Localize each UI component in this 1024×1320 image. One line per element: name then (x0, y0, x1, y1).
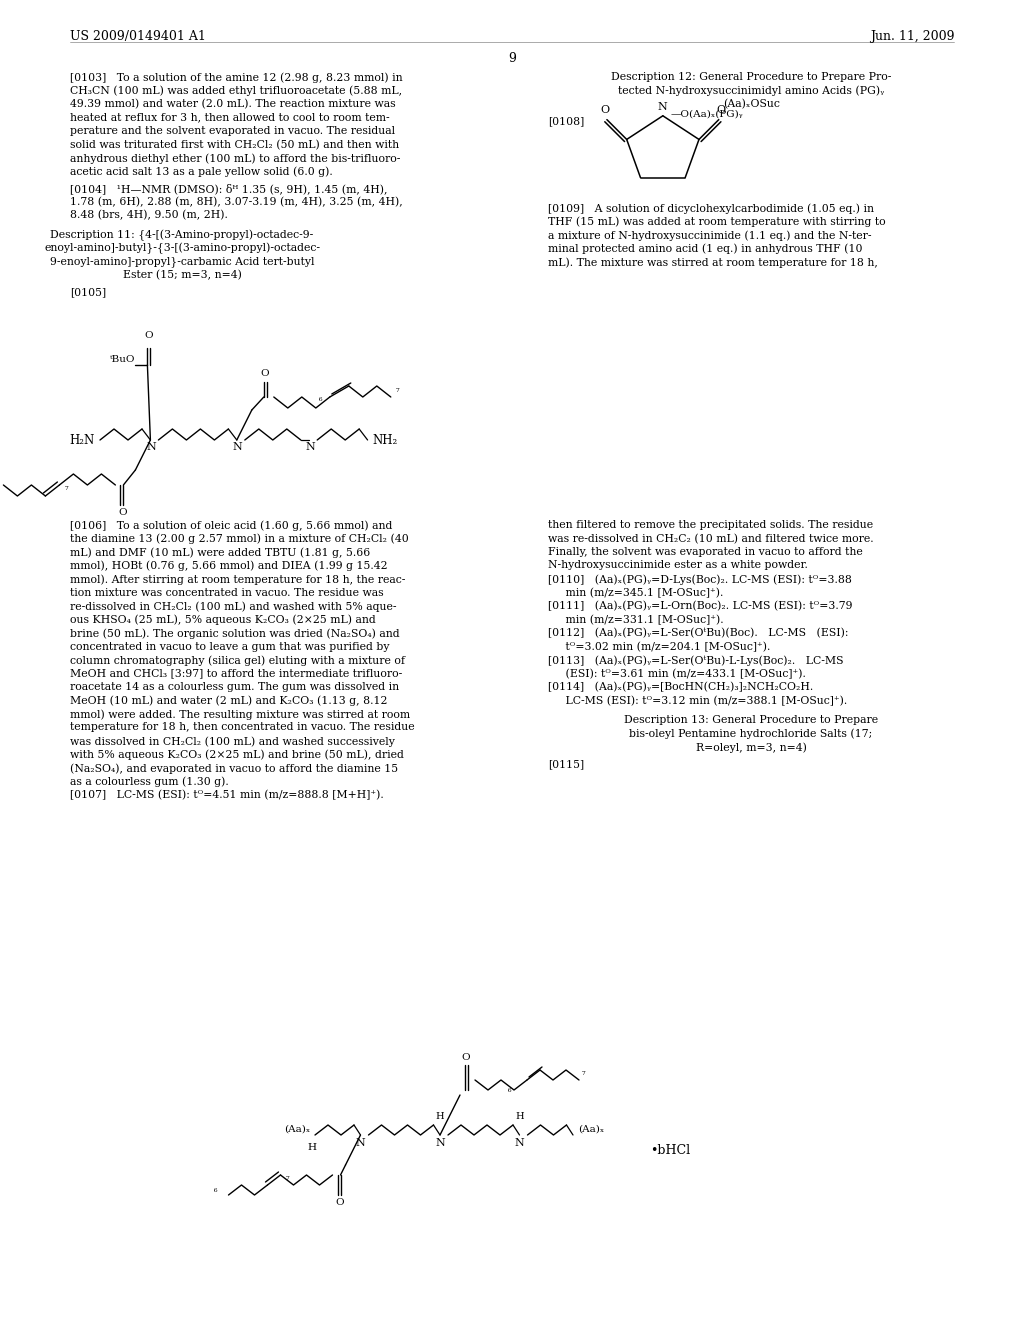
Text: 9: 9 (508, 51, 516, 65)
Text: 1.78 (m, 6H), 2.88 (m, 8H), 3.07-3.19 (m, 4H), 3.25 (m, 4H),: 1.78 (m, 6H), 2.88 (m, 8H), 3.07-3.19 (m… (70, 197, 402, 207)
Text: concentrated in vacuo to leave a gum that was purified by: concentrated in vacuo to leave a gum tha… (70, 642, 389, 652)
Text: min (m/z=331.1 [M-OSuc]⁺).: min (m/z=331.1 [M-OSuc]⁺). (548, 615, 724, 624)
Text: O: O (335, 1199, 344, 1206)
Text: solid was triturated first with CH₂Cl₂ (50 mL) and then with: solid was triturated first with CH₂Cl₂ (… (70, 140, 398, 149)
Text: [0104]   ¹H—NMR (DMSO): δᴴ 1.35 (s, 9H), 1.45 (m, 4H),: [0104] ¹H—NMR (DMSO): δᴴ 1.35 (s, 9H), 1… (70, 183, 387, 194)
Text: N: N (435, 1138, 444, 1148)
Text: —O(Aa)ₓ(PG)ᵧ: —O(Aa)ₓ(PG)ᵧ (671, 110, 743, 119)
Text: ₇: ₇ (396, 385, 399, 393)
Text: N: N (146, 442, 157, 451)
Text: tion mixture was concentrated in vacuo. The residue was: tion mixture was concentrated in vacuo. … (70, 587, 383, 598)
Text: mL) and DMF (10 mL) were added TBTU (1.81 g, 5.66: mL) and DMF (10 mL) were added TBTU (1.8… (70, 546, 370, 557)
Text: roacetate 14 as a colourless gum. The gum was dissolved in: roacetate 14 as a colourless gum. The gu… (70, 682, 398, 692)
Text: O: O (260, 370, 269, 378)
Text: [0105]: [0105] (70, 288, 105, 297)
Text: 9-enoyl-amino]-propyl}-carbamic Acid tert-butyl: 9-enoyl-amino]-propyl}-carbamic Acid ter… (50, 256, 314, 267)
Text: ₆: ₆ (213, 1185, 217, 1195)
Text: a mixture of N-hydroxysuccinimide (1.1 eq.) and the N-ter-: a mixture of N-hydroxysuccinimide (1.1 e… (548, 230, 871, 240)
Text: Description 11: {4-[(3-Amino-propyl)-octadec-9-: Description 11: {4-[(3-Amino-propyl)-oct… (50, 230, 313, 240)
Text: acetic acid salt 13 as a pale yellow solid (6.0 g).: acetic acid salt 13 as a pale yellow sol… (70, 166, 333, 177)
Text: [0107]   LC-MS (ESI): tᴼ=4.51 min (m/z=888.8 [M+H]⁺).: [0107] LC-MS (ESI): tᴼ=4.51 min (m/z=888… (70, 789, 383, 800)
Text: MeOH (10 mL) and water (2 mL) and K₂CO₃ (1.13 g, 8.12: MeOH (10 mL) and water (2 mL) and K₂CO₃ … (70, 696, 387, 706)
Text: O: O (118, 508, 127, 517)
Text: was dissolved in CH₂Cl₂ (100 mL) and washed successively: was dissolved in CH₂Cl₂ (100 mL) and was… (70, 737, 394, 747)
Text: THF (15 mL) was added at room temperature with stirring to: THF (15 mL) was added at room temperatur… (548, 216, 886, 227)
Text: then filtered to remove the precipitated solids. The residue: then filtered to remove the precipitated… (548, 520, 873, 531)
Text: [0109]   A solution of dicyclohexylcarbodimide (1.05 eq.) in: [0109] A solution of dicyclohexylcarbodi… (548, 203, 873, 214)
Text: Ester (15; m=3, n=4): Ester (15; m=3, n=4) (123, 271, 242, 280)
Text: CH₃CN (100 mL) was added ethyl trifluoroacetate (5.88 mL,: CH₃CN (100 mL) was added ethyl trifluoro… (70, 86, 401, 96)
Text: min (m/z=345.1 [M-OSuc]⁺).: min (m/z=345.1 [M-OSuc]⁺). (548, 587, 723, 598)
Text: O: O (462, 1053, 470, 1063)
Text: H: H (307, 1143, 316, 1152)
Text: [0113]   (Aa)ₓ(PG)ᵧ=L-Ser(OᵗBu)-L-Lys(Boc)₂.   LC-MS: [0113] (Aa)ₓ(PG)ᵧ=L-Ser(OᵗBu)-L-Lys(Boc)… (548, 655, 844, 665)
Text: [0112]   (Aa)ₓ(PG)ᵧ=L-Ser(OᵗBu)(Boc).   LC-MS   (ESI):: [0112] (Aa)ₓ(PG)ᵧ=L-Ser(OᵗBu)(Boc). LC-M… (548, 628, 848, 639)
Text: [0115]: [0115] (548, 759, 584, 770)
Text: (Aa)ₓ: (Aa)ₓ (578, 1125, 604, 1134)
Text: ᵗBuO: ᵗBuO (110, 355, 135, 364)
Text: H: H (435, 1111, 444, 1121)
Text: N: N (305, 442, 315, 451)
Text: [0110]   (Aa)ₓ(PG)ᵧ=D-Lys(Boc)₂. LC-MS (ESI): tᴼ=3.88: [0110] (Aa)ₓ(PG)ᵧ=D-Lys(Boc)₂. LC-MS (ES… (548, 574, 852, 585)
Text: ₇: ₇ (65, 483, 68, 492)
Text: [0106]   To a solution of oleic acid (1.60 g, 5.66 mmol) and: [0106] To a solution of oleic acid (1.60… (70, 520, 392, 531)
Text: Description 12: General Procedure to Prepare Pro-: Description 12: General Procedure to Pre… (611, 73, 891, 82)
Text: Finally, the solvent was evaporated in vacuo to afford the: Finally, the solvent was evaporated in v… (548, 546, 862, 557)
Text: 8.48 (brs, 4H), 9.50 (m, 2H).: 8.48 (brs, 4H), 9.50 (m, 2H). (70, 210, 227, 220)
Text: (Aa)ₓ: (Aa)ₓ (284, 1125, 310, 1134)
Text: N: N (355, 1138, 366, 1148)
Text: H₂N: H₂N (70, 433, 95, 446)
Text: re-dissolved in CH₂Cl₂ (100 mL) and washed with 5% aque-: re-dissolved in CH₂Cl₂ (100 mL) and wash… (70, 601, 396, 611)
Text: R=oleyl, m=3, n=4): R=oleyl, m=3, n=4) (695, 742, 807, 752)
Text: with 5% aqueous K₂CO₃ (2×25 mL) and brine (50 mL), dried: with 5% aqueous K₂CO₃ (2×25 mL) and brin… (70, 750, 403, 760)
Text: heated at reflux for 3 h, then allowed to cool to room tem-: heated at reflux for 3 h, then allowed t… (70, 112, 389, 123)
Text: [0111]   (Aa)ₓ(PG)ᵧ=L-Orn(Boc)₂. LC-MS (ESI): tᴼ=3.79: [0111] (Aa)ₓ(PG)ᵧ=L-Orn(Boc)₂. LC-MS (ES… (548, 601, 852, 611)
Text: (Aa)ₓOSuc: (Aa)ₓOSuc (723, 99, 779, 110)
Text: (Na₂SO₄), and evaporated in vacuo to afford the diamine 15: (Na₂SO₄), and evaporated in vacuo to aff… (70, 763, 397, 774)
Text: mL). The mixture was stirred at room temperature for 18 h,: mL). The mixture was stirred at room tem… (548, 257, 878, 268)
Text: as a colourless gum (1.30 g).: as a colourless gum (1.30 g). (70, 776, 228, 787)
Text: Jun. 11, 2009: Jun. 11, 2009 (869, 30, 954, 44)
Text: the diamine 13 (2.00 g 2.57 mmol) in a mixture of CH₂Cl₂ (40: the diamine 13 (2.00 g 2.57 mmol) in a m… (70, 533, 409, 544)
Text: mmol), HOBt (0.76 g, 5.66 mmol) and DIEA (1.99 g 15.42: mmol), HOBt (0.76 g, 5.66 mmol) and DIEA… (70, 561, 387, 572)
Text: ₆: ₆ (508, 1085, 511, 1094)
Text: temperature for 18 h, then concentrated in vacuo. The residue: temperature for 18 h, then concentrated … (70, 722, 415, 733)
Text: [0108]: [0108] (548, 116, 584, 127)
Text: LC-MS (ESI): tᴼ=3.12 min (m/z=388.1 [M-OSuc]⁺).: LC-MS (ESI): tᴼ=3.12 min (m/z=388.1 [M-O… (548, 696, 847, 706)
Text: 49.39 mmol) and water (2.0 mL). The reaction mixture was: 49.39 mmol) and water (2.0 mL). The reac… (70, 99, 395, 110)
Text: tᴼ=3.02 min (m/z=204.1 [M-OSuc]⁺).: tᴼ=3.02 min (m/z=204.1 [M-OSuc]⁺). (548, 642, 770, 652)
Text: enoyl-amino]-butyl}-{3-[(3-amino-propyl)-octadec-: enoyl-amino]-butyl}-{3-[(3-amino-propyl)… (44, 243, 321, 255)
Text: ous KHSO₄ (25 mL), 5% aqueous K₂CO₃ (2×25 mL) and: ous KHSO₄ (25 mL), 5% aqueous K₂CO₃ (2×2… (70, 615, 376, 626)
Text: US 2009/0149401 A1: US 2009/0149401 A1 (70, 30, 206, 44)
Text: anhydrous diethyl ether (100 mL) to afford the bis-trifluoro-: anhydrous diethyl ether (100 mL) to affo… (70, 153, 400, 164)
Text: (ESI): tᴼ=3.61 min (m/z=433.1 [M-OSuc]⁺).: (ESI): tᴼ=3.61 min (m/z=433.1 [M-OSuc]⁺)… (548, 668, 806, 678)
Text: tected N-hydroxysuccinimidyl amino Acids (PG)ᵧ: tected N-hydroxysuccinimidyl amino Acids… (617, 86, 885, 96)
Text: N-hydroxysuccinimide ester as a white powder.: N-hydroxysuccinimide ester as a white po… (548, 561, 808, 570)
Text: Description 13: General Procedure to Prepare: Description 13: General Procedure to Pre… (624, 715, 879, 725)
Text: N: N (515, 1138, 524, 1148)
Text: N: N (232, 442, 243, 451)
Text: was re-dissolved in CH₂C₂ (10 mL) and filtered twice more.: was re-dissolved in CH₂C₂ (10 mL) and fi… (548, 533, 873, 544)
Text: N: N (658, 102, 668, 112)
Text: •bHCl: •bHCl (650, 1143, 690, 1156)
Text: mmol) were added. The resulting mixture was stirred at room: mmol) were added. The resulting mixture … (70, 709, 410, 719)
Text: ₇: ₇ (286, 1173, 289, 1181)
Text: H: H (515, 1111, 524, 1121)
Text: O: O (600, 104, 609, 115)
Text: [0114]   (Aa)ₓ(PG)ᵧ=[BocHN(CH₂)₃]₂NCH₂CO₂H.: [0114] (Aa)ₓ(PG)ᵧ=[BocHN(CH₂)₃]₂NCH₂CO₂H… (548, 682, 813, 693)
Text: O: O (144, 331, 153, 341)
Text: [0103]   To a solution of the amine 12 (2.98 g, 8.23 mmol) in: [0103] To a solution of the amine 12 (2.… (70, 73, 402, 83)
Text: ₆: ₆ (319, 393, 323, 403)
Text: minal protected amino acid (1 eq.) in anhydrous THF (10: minal protected amino acid (1 eq.) in an… (548, 243, 862, 253)
Text: MeOH and CHCl₃ [3:97] to afford the intermediate trifluoro-: MeOH and CHCl₃ [3:97] to afford the inte… (70, 668, 401, 678)
Text: bis-oleyl Pentamine hydrochloride Salts (17;: bis-oleyl Pentamine hydrochloride Salts … (630, 729, 872, 739)
Text: perature and the solvent evaporated in vacuo. The residual: perature and the solvent evaporated in v… (70, 125, 395, 136)
Text: ₇: ₇ (582, 1068, 586, 1077)
Text: NH₂: NH₂ (373, 433, 398, 446)
Text: mmol). After stirring at room temperature for 18 h, the reac-: mmol). After stirring at room temperatur… (70, 574, 406, 585)
Text: O: O (716, 104, 725, 115)
Text: brine (50 mL). The organic solution was dried (Na₂SO₄) and: brine (50 mL). The organic solution was … (70, 628, 399, 639)
Text: column chromatography (silica gel) eluting with a mixture of: column chromatography (silica gel) eluti… (70, 655, 404, 665)
